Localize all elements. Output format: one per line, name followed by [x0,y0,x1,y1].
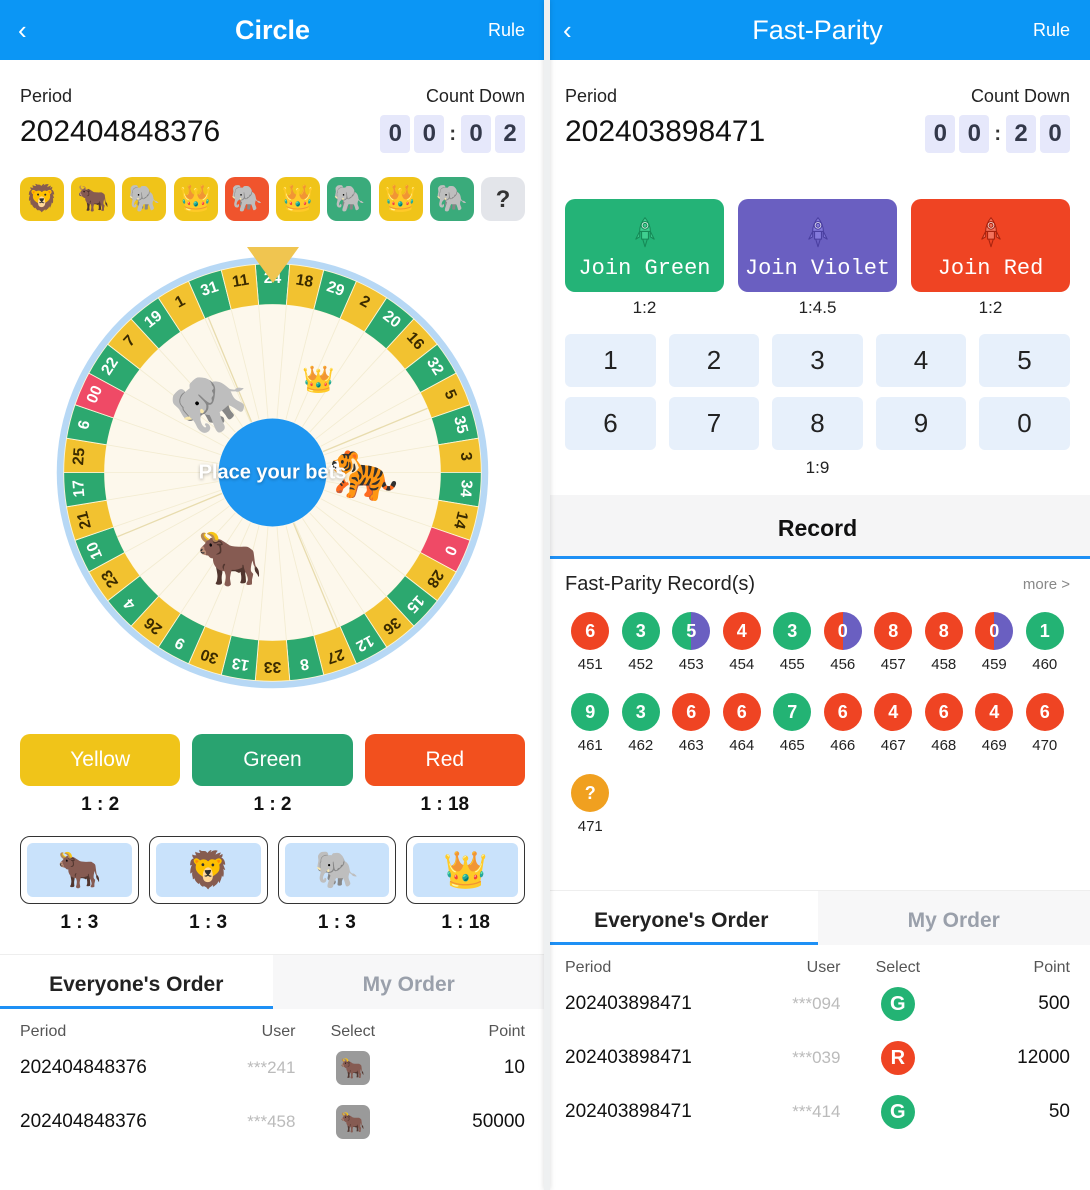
svg-text:25: 25 [70,447,88,466]
svg-text:17: 17 [70,479,88,498]
svg-text:👑: 👑 [302,364,335,394]
svg-text:13: 13 [230,654,250,674]
svg-text:3: 3 [457,451,475,461]
svg-text:33: 33 [264,658,282,675]
svg-text:34: 34 [457,479,475,498]
svg-text:🐂: 🐂 [196,529,263,589]
